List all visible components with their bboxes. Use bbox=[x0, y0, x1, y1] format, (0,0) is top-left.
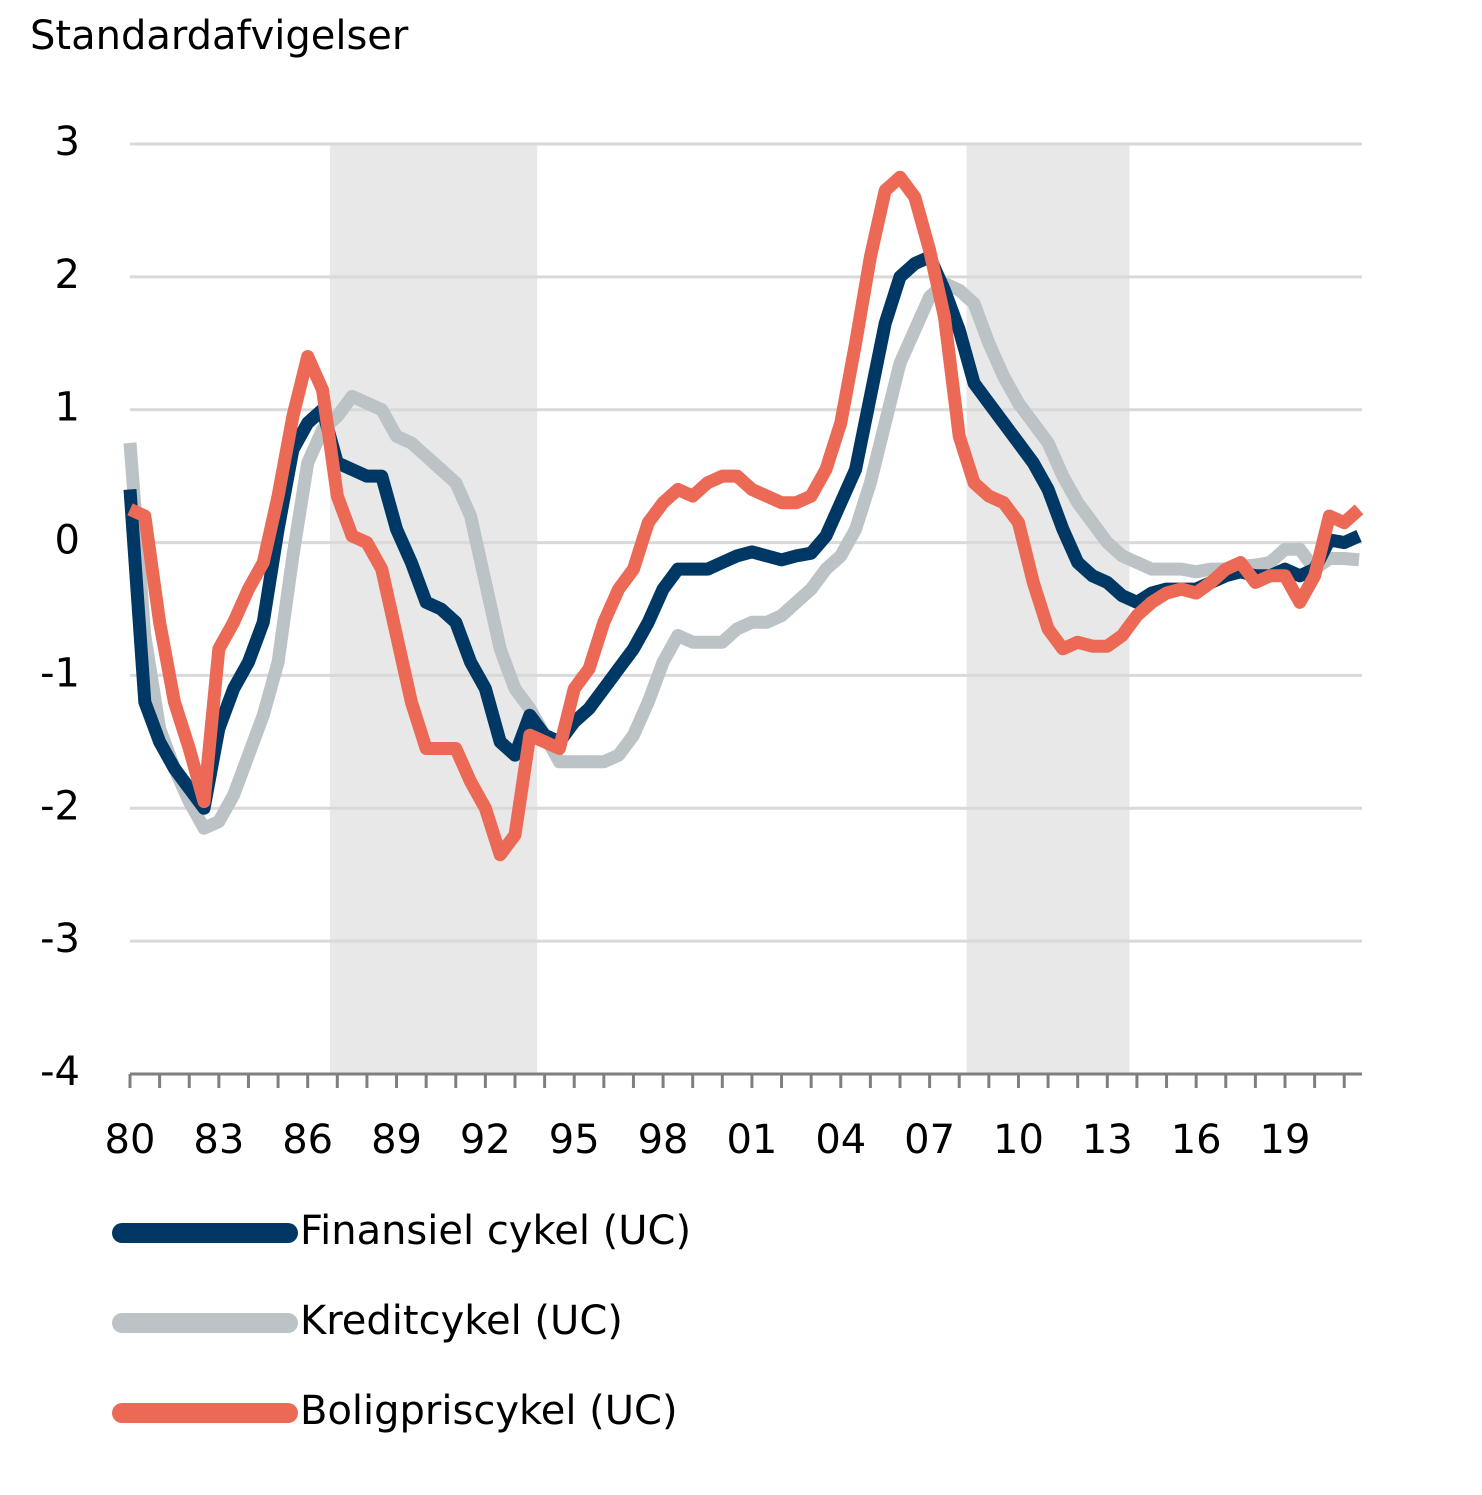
y-tick-label: -2 bbox=[40, 783, 80, 829]
legend-label: Boligpriscykel (UC) bbox=[300, 1388, 678, 1434]
x-tick-label: 04 bbox=[815, 1117, 866, 1163]
x-tick-label: 19 bbox=[1260, 1117, 1311, 1163]
x-tick-label: 95 bbox=[549, 1117, 600, 1163]
x-tick-label: 16 bbox=[1171, 1117, 1222, 1163]
series-line bbox=[127, 170, 1364, 862]
y-tick-label: 2 bbox=[55, 252, 80, 298]
x-tick-label: 01 bbox=[726, 1117, 777, 1163]
y-tick-label: 0 bbox=[55, 518, 80, 564]
x-tick-label: 07 bbox=[904, 1117, 955, 1163]
x-tick-label: 98 bbox=[638, 1117, 689, 1163]
y-tick-label: 1 bbox=[55, 385, 80, 431]
y-tick-label: -1 bbox=[40, 650, 80, 696]
x-tick-label: 83 bbox=[193, 1117, 244, 1163]
y-axis-label: Standardafvigelser bbox=[30, 13, 409, 59]
x-tick-label: 89 bbox=[371, 1117, 422, 1163]
x-tick-label: 92 bbox=[460, 1117, 511, 1163]
legend-label: Finansiel cykel (UC) bbox=[300, 1208, 691, 1254]
x-tick-label: 80 bbox=[105, 1117, 156, 1163]
y-tick-label: -4 bbox=[40, 1049, 80, 1095]
series-line bbox=[123, 250, 1362, 815]
series-line bbox=[123, 277, 1360, 835]
x-tick-label: 86 bbox=[282, 1117, 333, 1163]
legend-label: Kreditcykel (UC) bbox=[300, 1298, 623, 1344]
x-tick-label: 13 bbox=[1082, 1117, 1133, 1163]
y-tick-label: -3 bbox=[40, 916, 80, 962]
y-tick-label: 3 bbox=[55, 119, 80, 165]
x-tick-label: 10 bbox=[993, 1117, 1044, 1163]
